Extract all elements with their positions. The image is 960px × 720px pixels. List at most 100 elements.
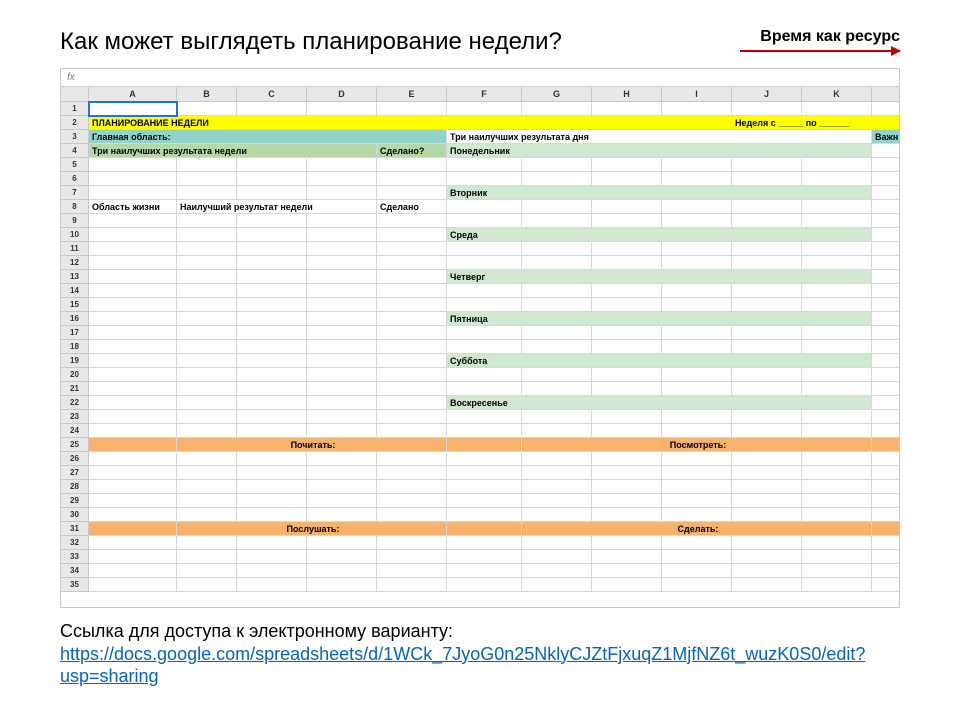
cell[interactable] xyxy=(377,410,447,424)
cell[interactable] xyxy=(177,564,237,578)
cell[interactable] xyxy=(307,382,377,396)
cell[interactable] xyxy=(177,326,237,340)
cell[interactable] xyxy=(89,172,177,186)
cell[interactable] xyxy=(662,368,732,382)
col-header[interactable]: L xyxy=(872,87,900,102)
cell[interactable] xyxy=(307,578,377,592)
cell[interactable]: Наилучший результат недели xyxy=(177,200,377,214)
cell[interactable] xyxy=(592,410,662,424)
cell[interactable] xyxy=(592,480,662,494)
cell[interactable]: Почитать: xyxy=(177,438,447,452)
cell[interactable] xyxy=(447,214,522,228)
cell[interactable] xyxy=(237,298,307,312)
cell[interactable]: ПЛАНИРОВАНИЕ НЕДЕЛИ xyxy=(89,116,732,130)
cell[interactable] xyxy=(307,536,377,550)
cell[interactable] xyxy=(732,536,802,550)
cell[interactable] xyxy=(447,382,522,396)
cell[interactable] xyxy=(307,102,377,116)
cell[interactable]: Посмотреть: xyxy=(522,438,872,452)
cell[interactable] xyxy=(377,424,447,438)
cell[interactable]: Воскресенье xyxy=(447,396,872,410)
cell[interactable] xyxy=(872,312,900,326)
row-header[interactable]: 21 xyxy=(61,382,89,396)
cell[interactable] xyxy=(592,368,662,382)
cell[interactable] xyxy=(237,354,307,368)
cell[interactable] xyxy=(377,158,447,172)
cell[interactable] xyxy=(522,340,592,354)
cell[interactable] xyxy=(377,242,447,256)
col-header[interactable]: I xyxy=(662,87,732,102)
cell[interactable] xyxy=(872,480,900,494)
cell[interactable] xyxy=(177,298,237,312)
cell[interactable] xyxy=(447,200,522,214)
cell[interactable] xyxy=(802,340,872,354)
cell[interactable] xyxy=(307,270,377,284)
cell[interactable] xyxy=(89,396,177,410)
cell[interactable] xyxy=(872,578,900,592)
row-header[interactable]: 33 xyxy=(61,550,89,564)
cell[interactable] xyxy=(89,480,177,494)
cell[interactable] xyxy=(802,242,872,256)
cell[interactable] xyxy=(177,102,237,116)
cell[interactable] xyxy=(802,452,872,466)
cell[interactable] xyxy=(377,564,447,578)
cell[interactable] xyxy=(872,494,900,508)
cell[interactable] xyxy=(872,564,900,578)
row-header[interactable]: 26 xyxy=(61,452,89,466)
cell[interactable] xyxy=(447,466,522,480)
cell[interactable] xyxy=(592,536,662,550)
cell[interactable] xyxy=(377,536,447,550)
cell[interactable] xyxy=(89,438,177,452)
cell[interactable] xyxy=(89,340,177,354)
cell[interactable] xyxy=(307,186,377,200)
cell[interactable] xyxy=(522,368,592,382)
cell[interactable] xyxy=(802,536,872,550)
cell[interactable]: Вторник xyxy=(447,186,872,200)
row-header[interactable]: 11 xyxy=(61,242,89,256)
cell[interactable] xyxy=(522,172,592,186)
cell[interactable] xyxy=(89,270,177,284)
cell[interactable] xyxy=(592,382,662,396)
cell[interactable] xyxy=(592,256,662,270)
cell[interactable] xyxy=(307,326,377,340)
col-header[interactable]: E xyxy=(377,87,447,102)
cell[interactable] xyxy=(592,284,662,298)
cell[interactable] xyxy=(177,312,237,326)
cell[interactable] xyxy=(307,172,377,186)
cell[interactable] xyxy=(802,494,872,508)
cell[interactable] xyxy=(237,452,307,466)
cell[interactable] xyxy=(177,158,237,172)
cell[interactable] xyxy=(872,382,900,396)
cell[interactable] xyxy=(592,298,662,312)
cell[interactable] xyxy=(307,508,377,522)
cell[interactable] xyxy=(802,466,872,480)
row-header[interactable]: 12 xyxy=(61,256,89,270)
cell[interactable] xyxy=(377,326,447,340)
row-header[interactable]: 19 xyxy=(61,354,89,368)
cell[interactable] xyxy=(522,326,592,340)
cell[interactable] xyxy=(177,494,237,508)
cell[interactable] xyxy=(522,452,592,466)
cell[interactable] xyxy=(522,410,592,424)
cell[interactable] xyxy=(447,494,522,508)
cell[interactable]: Три наилучших результата недели xyxy=(89,144,377,158)
cell[interactable] xyxy=(662,284,732,298)
cell[interactable] xyxy=(802,298,872,312)
cell[interactable] xyxy=(177,578,237,592)
cell[interactable] xyxy=(732,172,802,186)
cell[interactable] xyxy=(732,298,802,312)
cell[interactable] xyxy=(237,102,307,116)
cell[interactable] xyxy=(662,214,732,228)
cell[interactable] xyxy=(89,326,177,340)
cell[interactable] xyxy=(89,564,177,578)
row-header[interactable]: 2 xyxy=(61,116,89,130)
cell[interactable] xyxy=(872,466,900,480)
cell[interactable] xyxy=(237,382,307,396)
cell[interactable] xyxy=(872,270,900,284)
row-header[interactable]: 35 xyxy=(61,578,89,592)
cell[interactable] xyxy=(802,102,872,116)
cell[interactable] xyxy=(447,242,522,256)
col-header[interactable]: F xyxy=(447,87,522,102)
cell[interactable] xyxy=(377,494,447,508)
cell[interactable] xyxy=(592,340,662,354)
